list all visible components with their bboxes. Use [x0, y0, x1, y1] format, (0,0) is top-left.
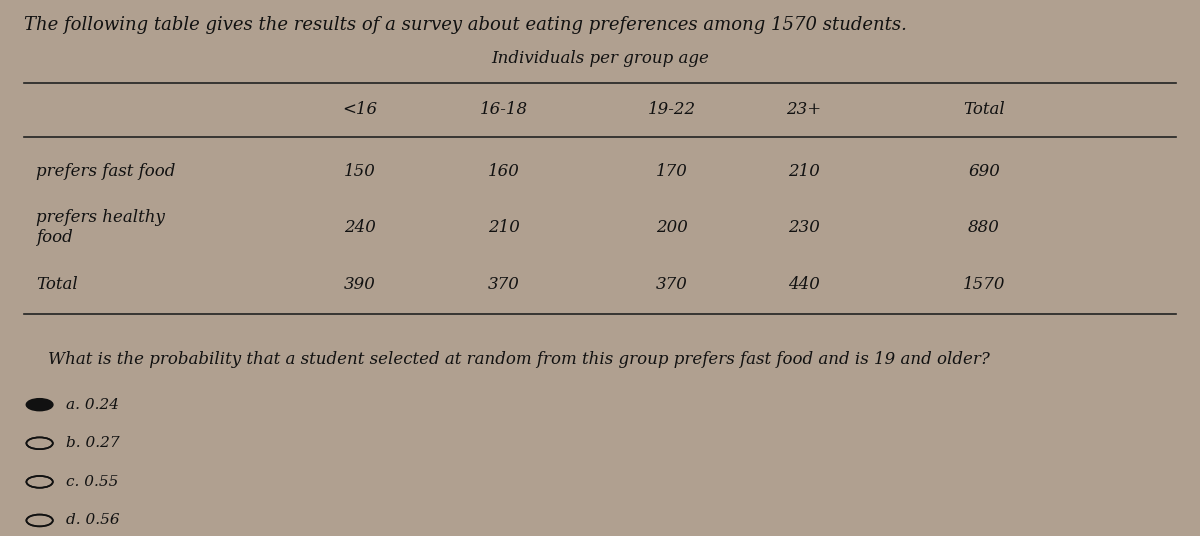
Text: 150: 150 — [344, 163, 376, 180]
Text: 390: 390 — [344, 276, 376, 293]
Text: <16: <16 — [342, 101, 378, 118]
Text: 170: 170 — [656, 163, 688, 180]
Text: 200: 200 — [656, 219, 688, 236]
Text: 1570: 1570 — [962, 276, 1006, 293]
Text: 370: 370 — [656, 276, 688, 293]
Text: Total: Total — [964, 101, 1004, 118]
Text: prefers healthy
food: prefers healthy food — [36, 210, 164, 246]
Text: 880: 880 — [968, 219, 1000, 236]
Text: b. 0.27: b. 0.27 — [66, 436, 120, 450]
Text: What is the probability that a student selected at random from this group prefer: What is the probability that a student s… — [48, 351, 990, 368]
Text: 690: 690 — [968, 163, 1000, 180]
Text: The following table gives the results of a survey about eating preferences among: The following table gives the results of… — [24, 16, 907, 34]
Text: 210: 210 — [488, 219, 520, 236]
Text: 23+: 23+ — [786, 101, 822, 118]
Text: 370: 370 — [488, 276, 520, 293]
Text: 240: 240 — [344, 219, 376, 236]
Text: c. 0.55: c. 0.55 — [66, 475, 119, 489]
Text: 440: 440 — [788, 276, 820, 293]
Text: a. 0.24: a. 0.24 — [66, 398, 119, 412]
Text: 16-18: 16-18 — [480, 101, 528, 118]
Text: 160: 160 — [488, 163, 520, 180]
Text: 210: 210 — [788, 163, 820, 180]
Text: Total: Total — [36, 276, 78, 293]
Circle shape — [26, 399, 53, 411]
Text: prefers fast food: prefers fast food — [36, 163, 175, 180]
Text: 19-22: 19-22 — [648, 101, 696, 118]
Text: d. 0.56: d. 0.56 — [66, 513, 120, 527]
Text: 230: 230 — [788, 219, 820, 236]
Text: Individuals per group age: Individuals per group age — [491, 50, 709, 67]
